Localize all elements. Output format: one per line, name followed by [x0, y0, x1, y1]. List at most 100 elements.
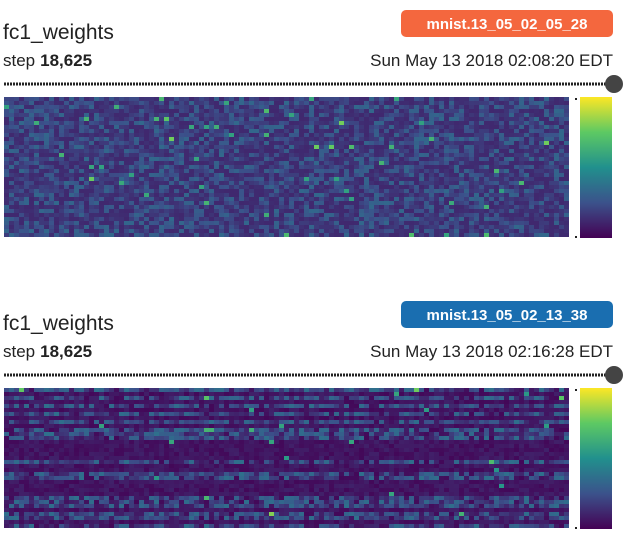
heatmap-cell: [419, 169, 424, 173]
heatmap-cell: [554, 165, 559, 169]
heatmap-cell: [534, 161, 539, 165]
heatmap-cell: [414, 169, 419, 173]
heatmap-cell: [19, 189, 24, 193]
heatmap-cell: [34, 137, 39, 141]
heatmap-cell: [369, 173, 374, 177]
heatmap-cell: [64, 161, 69, 165]
heatmap-cell: [234, 165, 239, 169]
heatmap-cell: [559, 181, 564, 185]
heatmap-cell: [384, 149, 389, 153]
heatmap-cell: [169, 125, 174, 129]
heatmap-cell: [54, 173, 59, 177]
heatmap-cell: [479, 392, 484, 396]
heatmap-cell: [264, 121, 269, 125]
heatmap-cell: [194, 153, 199, 157]
heatmap-cell: [154, 229, 159, 233]
heatmap-cell: [369, 229, 374, 233]
heatmap-cell: [279, 193, 284, 197]
heatmap-cell: [274, 133, 279, 137]
heatmap-cell: [214, 137, 219, 141]
heatmap-cell: [74, 209, 79, 213]
heatmap-cell: [439, 169, 444, 173]
heatmap-cell: [334, 396, 339, 400]
heatmap-cell: [349, 225, 354, 229]
colorbar-tick: [575, 236, 577, 238]
heatmap-cell: [279, 113, 284, 117]
heatmap-cell: [189, 233, 194, 237]
heatmap-cell: [354, 217, 359, 221]
heatmap-cell: [384, 217, 389, 221]
heatmap-cell: [389, 189, 394, 193]
heatmap-cell: [194, 408, 199, 412]
heatmap-cell: [499, 145, 504, 149]
heatmap-cell: [454, 213, 459, 217]
heatmap-cell: [519, 97, 524, 101]
heatmap-cell: [289, 181, 294, 185]
heatmap-cell: [544, 416, 549, 420]
heatmap-cell: [359, 121, 364, 125]
heatmap-cell: [89, 185, 94, 189]
heatmap-cell: [364, 420, 369, 424]
step-slider-knob[interactable]: [605, 366, 623, 384]
heatmap-cell: [489, 125, 494, 129]
heatmap-cell: [369, 169, 374, 173]
heatmap-cell: [209, 388, 214, 392]
heatmap-cell: [324, 396, 329, 400]
heatmap-cell: [269, 125, 274, 129]
heatmap-cell: [69, 197, 74, 201]
heatmap-cell: [534, 225, 539, 229]
heatmap-cell: [49, 117, 54, 121]
heatmap-cell: [469, 109, 474, 113]
heatmap-cell: [74, 404, 79, 408]
heatmap-cell: [264, 129, 269, 133]
heatmap-cell: [159, 145, 164, 149]
heatmap-cell: [514, 197, 519, 201]
heatmap-cell: [354, 225, 359, 229]
heatmap-cell: [69, 404, 74, 408]
heatmap-cell: [484, 109, 489, 113]
heatmap-cell: [4, 209, 9, 213]
heatmap-cell: [139, 117, 144, 121]
heatmap-cell: [419, 145, 424, 149]
heatmap-cell: [349, 121, 354, 125]
heatmap-cell: [209, 161, 214, 165]
heatmap-cell: [119, 181, 124, 185]
heatmap-cell: [134, 181, 139, 185]
heatmap-cell: [539, 412, 544, 416]
heatmap-cell: [359, 133, 364, 137]
heatmap-cell: [464, 145, 469, 149]
heatmap-cell: [59, 205, 64, 209]
heatmap-cell: [314, 412, 319, 416]
heatmap-cell: [259, 125, 264, 129]
heatmap-cell: [504, 133, 509, 137]
heatmap-cell: [9, 412, 14, 416]
heatmap-cell: [324, 177, 329, 181]
heatmap-cell: [49, 416, 54, 420]
heatmap-cell: [204, 392, 209, 396]
step-slider-knob[interactable]: [605, 75, 623, 93]
heatmap-cell: [159, 213, 164, 217]
heatmap-cell: [74, 185, 79, 189]
heatmap-cell: [529, 201, 534, 205]
heatmap-cell: [249, 101, 254, 105]
heatmap-cell: [39, 101, 44, 105]
heatmap-cell: [469, 133, 474, 137]
heatmap-cell: [404, 109, 409, 113]
heatmap-cell: [369, 129, 374, 133]
heatmap-cell: [494, 161, 499, 165]
heatmap-cell: [264, 193, 269, 197]
heatmap-cell: [384, 165, 389, 169]
heatmap-cell: [304, 161, 309, 165]
heatmap-cell: [239, 404, 244, 408]
heatmap-cell: [369, 400, 374, 404]
heatmap-cell: [174, 129, 179, 133]
heatmap-cell: [399, 105, 404, 109]
heatmap-cell: [524, 129, 529, 133]
heatmap-cell: [454, 225, 459, 229]
heatmap-cell: [234, 149, 239, 153]
heatmap-cell: [309, 121, 314, 125]
heatmap-cell: [479, 109, 484, 113]
heatmap-cell: [449, 149, 454, 153]
heatmap-cell: [79, 121, 84, 125]
heatmap-cell: [29, 396, 34, 400]
